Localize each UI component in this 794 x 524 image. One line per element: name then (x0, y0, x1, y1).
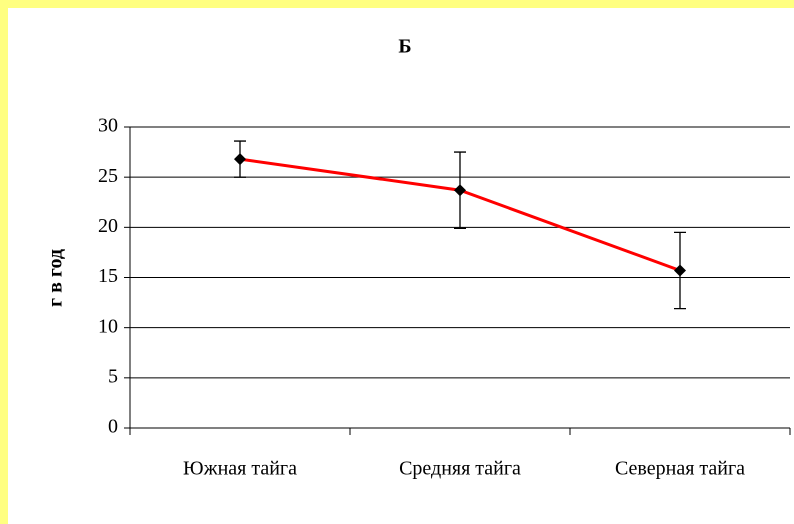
y-tick-label: 20 (98, 215, 118, 237)
y-tick-label: 25 (98, 165, 118, 187)
y-axis-label: г в год (45, 249, 67, 307)
x-tick-label: Северная тайга (615, 458, 745, 480)
y-tick-label: 30 (98, 115, 118, 137)
y-tick-label: 10 (98, 315, 118, 337)
frame-left (0, 0, 8, 524)
chart-title: Б (398, 36, 411, 58)
marker (674, 264, 686, 277)
marker (454, 184, 466, 197)
y-tick-label: 0 (108, 416, 118, 438)
y-tick-label: 5 (108, 365, 118, 387)
x-tick-label: Средняя тайга (399, 458, 521, 480)
marker (234, 153, 246, 166)
y-tick-label: 15 (98, 265, 118, 287)
frame-top (0, 0, 794, 8)
x-tick-label: Южная тайга (183, 458, 297, 480)
